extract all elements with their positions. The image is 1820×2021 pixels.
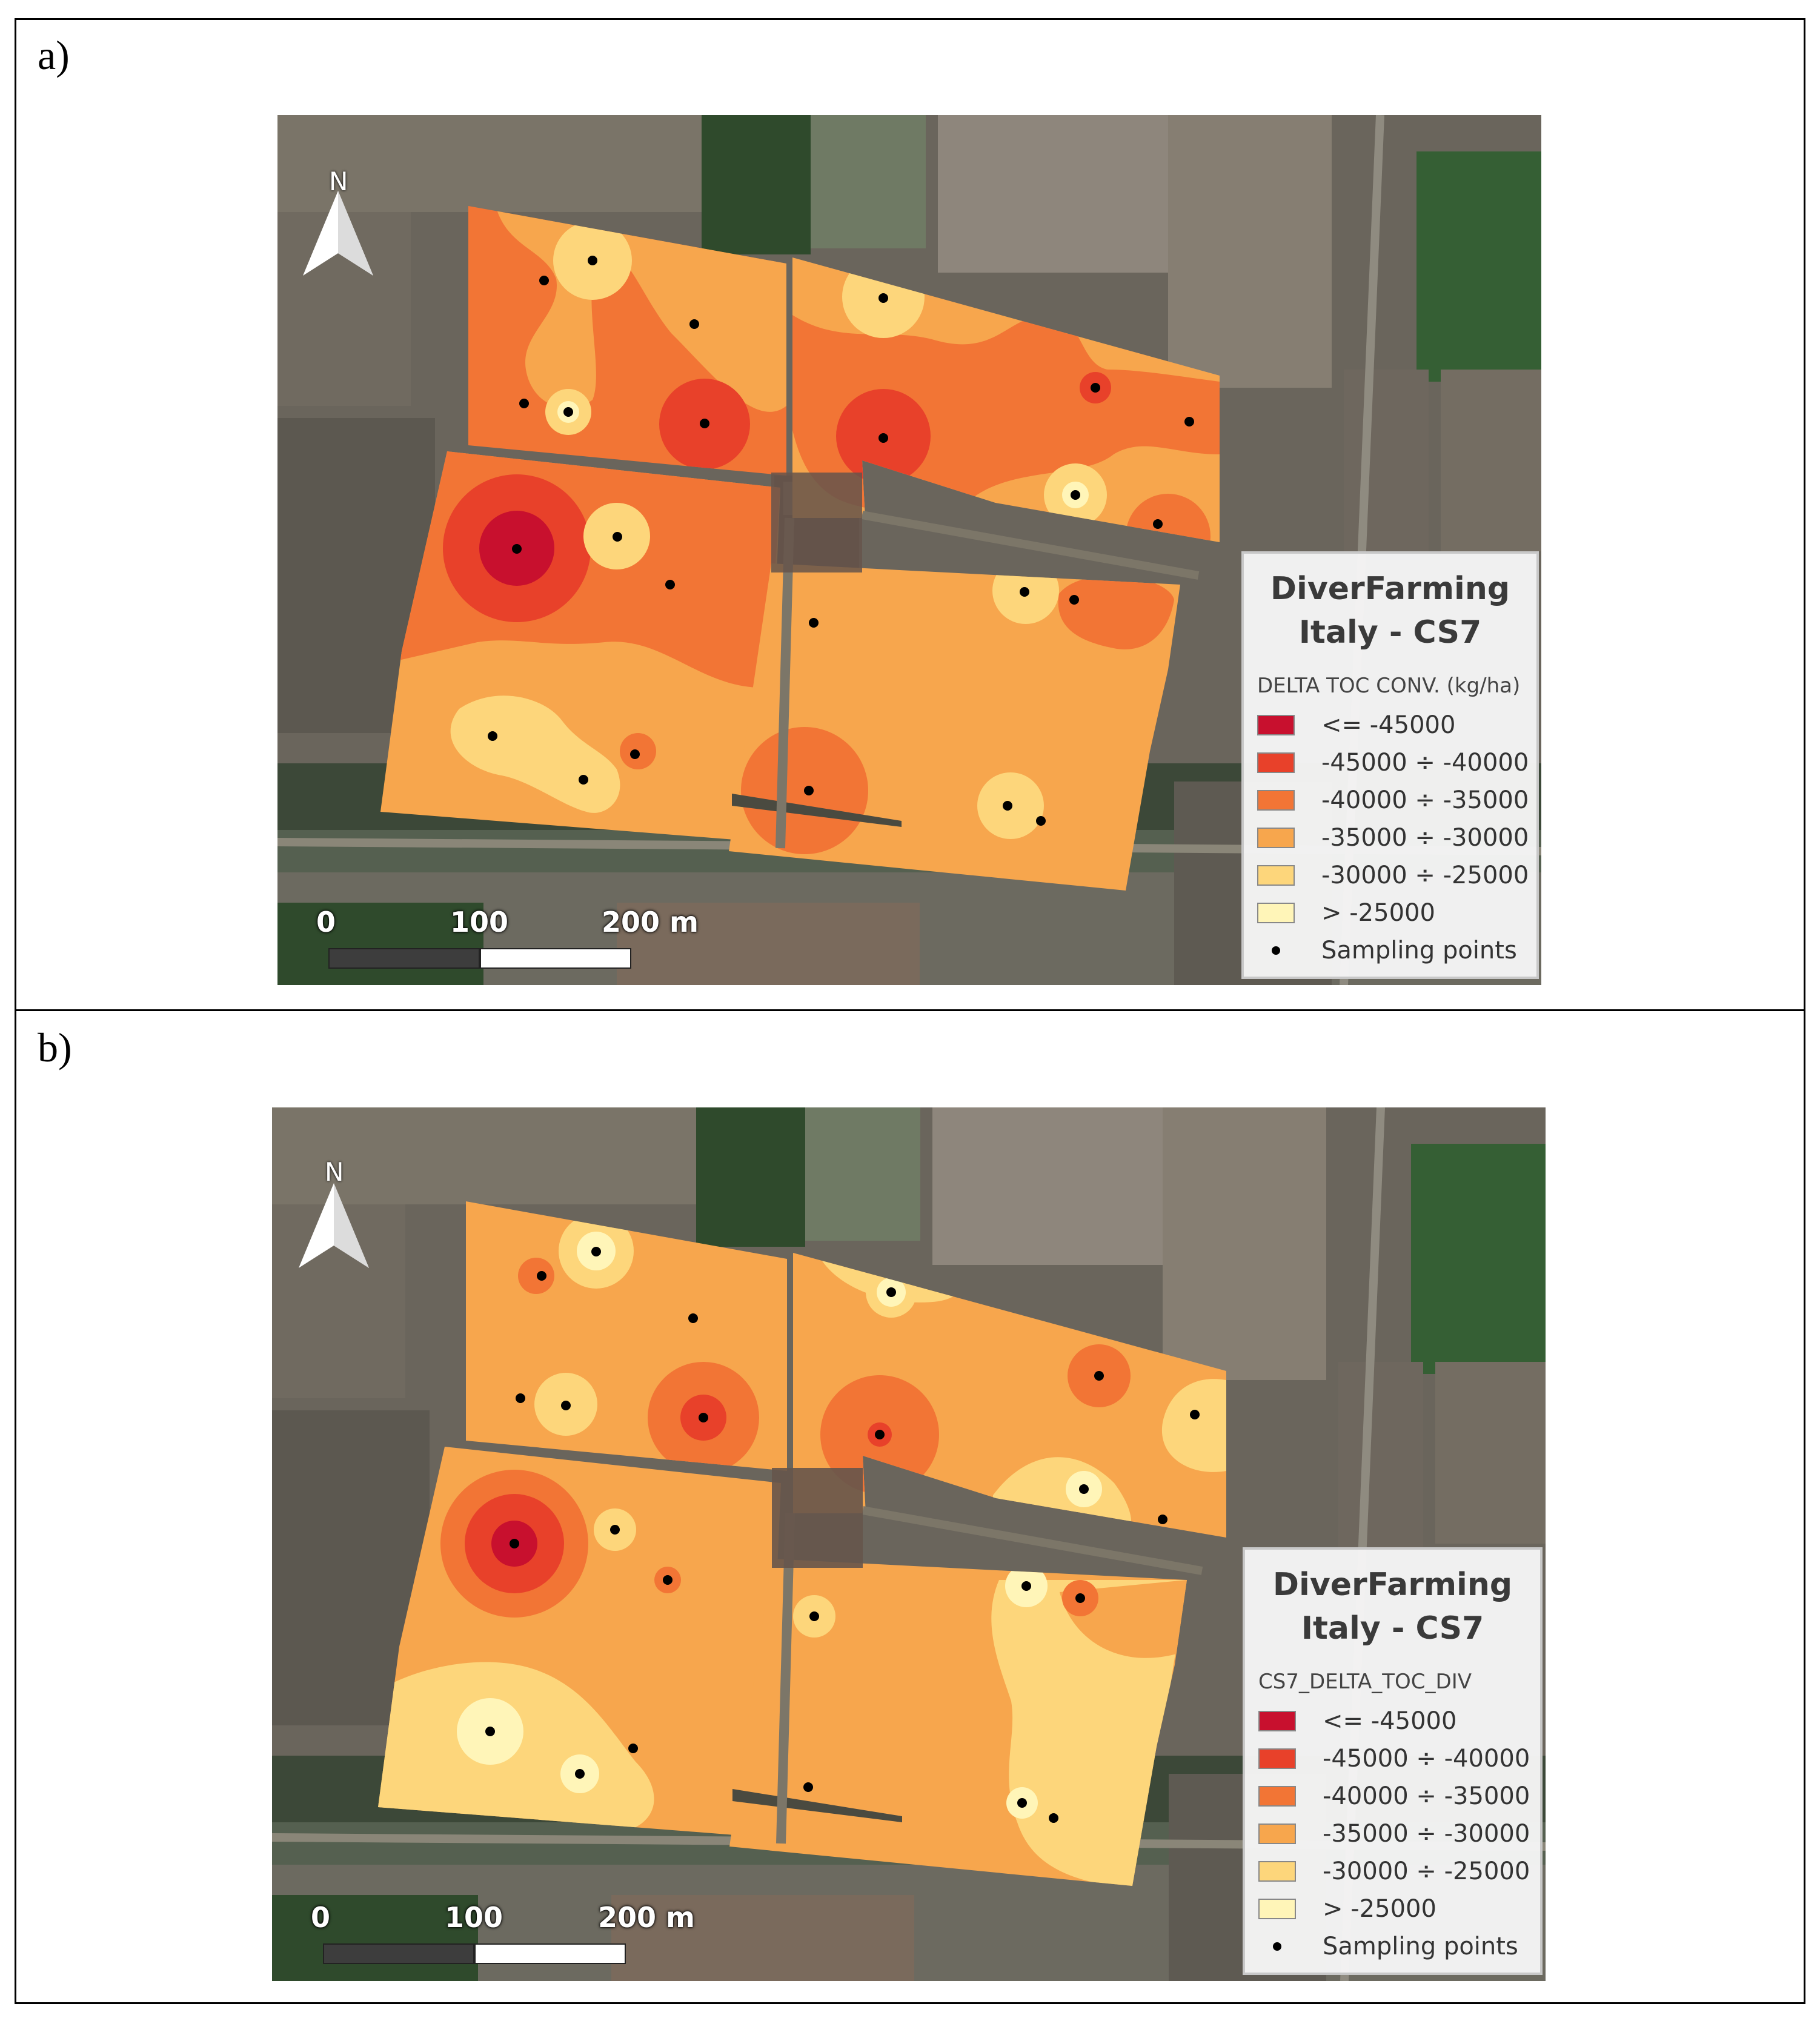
scale-segment-light xyxy=(474,1943,626,1964)
legend-field-name: CS7_DELTA_TOC_DIV xyxy=(1258,1670,1472,1694)
legend-item-points: Sampling points xyxy=(1257,932,1536,969)
sampling-point-icon xyxy=(1258,1936,1296,1957)
map-a xyxy=(277,115,1541,985)
legend-item: > -25000 xyxy=(1257,894,1536,932)
north-label: N xyxy=(329,167,348,196)
north-label: N xyxy=(325,1157,344,1187)
legend-title-line2: Italy - CS7 xyxy=(1301,1610,1484,1647)
legend-title-line1: DiverFarming xyxy=(1272,1567,1513,1603)
scale-tick-0: 0 xyxy=(311,1901,331,1934)
legend-field-name: DELTA TOC CONV. (kg/ha) xyxy=(1257,674,1521,698)
legend-item: -45000 ÷ -40000 xyxy=(1257,744,1536,782)
legend-item: > -25000 xyxy=(1258,1890,1540,1928)
legend-item-points: Sampling points xyxy=(1258,1928,1540,1965)
scale-segment-dark xyxy=(328,948,480,969)
legend-swatch xyxy=(1258,1899,1296,1919)
panel-a-label: a) xyxy=(38,32,70,78)
scale-tick-100: 100 xyxy=(450,906,509,938)
legend-item: -30000 ÷ -25000 xyxy=(1257,857,1536,894)
legend-item: -45000 ÷ -40000 xyxy=(1258,1740,1540,1777)
scale-tick-200: 200 m xyxy=(598,1901,695,1934)
legend-swatch xyxy=(1257,752,1295,773)
legend-swatch xyxy=(1258,1824,1296,1844)
scale-tick-100: 100 xyxy=(445,1901,503,1934)
legend-swatch xyxy=(1258,1748,1296,1769)
legend-swatch xyxy=(1257,865,1295,886)
scale-tick-0: 0 xyxy=(316,906,336,938)
panel-b-label: b) xyxy=(38,1024,72,1070)
legend-swatch xyxy=(1258,1861,1296,1882)
legend-item: <= -45000 xyxy=(1257,706,1536,744)
legend-item: -40000 ÷ -35000 xyxy=(1257,782,1536,819)
legend-item: <= -45000 xyxy=(1258,1702,1540,1740)
legend-a: DiverFarming Italy - CS7 DELTA TOC CONV.… xyxy=(1241,551,1539,979)
legend-swatch xyxy=(1257,715,1295,735)
legend-b: DiverFarming Italy - CS7 CS7_DELTA_TOC_D… xyxy=(1243,1547,1543,1975)
north-arrow-icon xyxy=(303,191,373,276)
legend-item: -40000 ÷ -35000 xyxy=(1258,1777,1540,1815)
legend-swatch xyxy=(1258,1711,1296,1731)
figure-frame xyxy=(15,18,1805,2004)
legend-title-line2: Italy - CS7 xyxy=(1298,614,1482,651)
legend-swatch xyxy=(1257,790,1295,811)
legend-swatch xyxy=(1258,1786,1296,1807)
legend-title: DiverFarming Italy - CS7 xyxy=(1245,1563,1540,1650)
legend-item: -35000 ÷ -30000 xyxy=(1258,1815,1540,1853)
sampling-point-icon xyxy=(1257,940,1295,961)
legend-title-line1: DiverFarming xyxy=(1270,571,1510,607)
legend-swatch xyxy=(1257,828,1295,848)
legend-item: -30000 ÷ -25000 xyxy=(1258,1853,1540,1890)
scale-segment-light xyxy=(480,948,631,969)
scale-segment-dark xyxy=(323,1943,474,1964)
scale-tick-200: 200 m xyxy=(602,906,699,938)
legend-swatch xyxy=(1257,903,1295,923)
panel-divider xyxy=(15,1009,1805,1011)
legend-title: DiverFarming Italy - CS7 xyxy=(1244,567,1536,654)
north-arrow-icon xyxy=(299,1183,369,1268)
legend-item: -35000 ÷ -30000 xyxy=(1257,819,1536,857)
